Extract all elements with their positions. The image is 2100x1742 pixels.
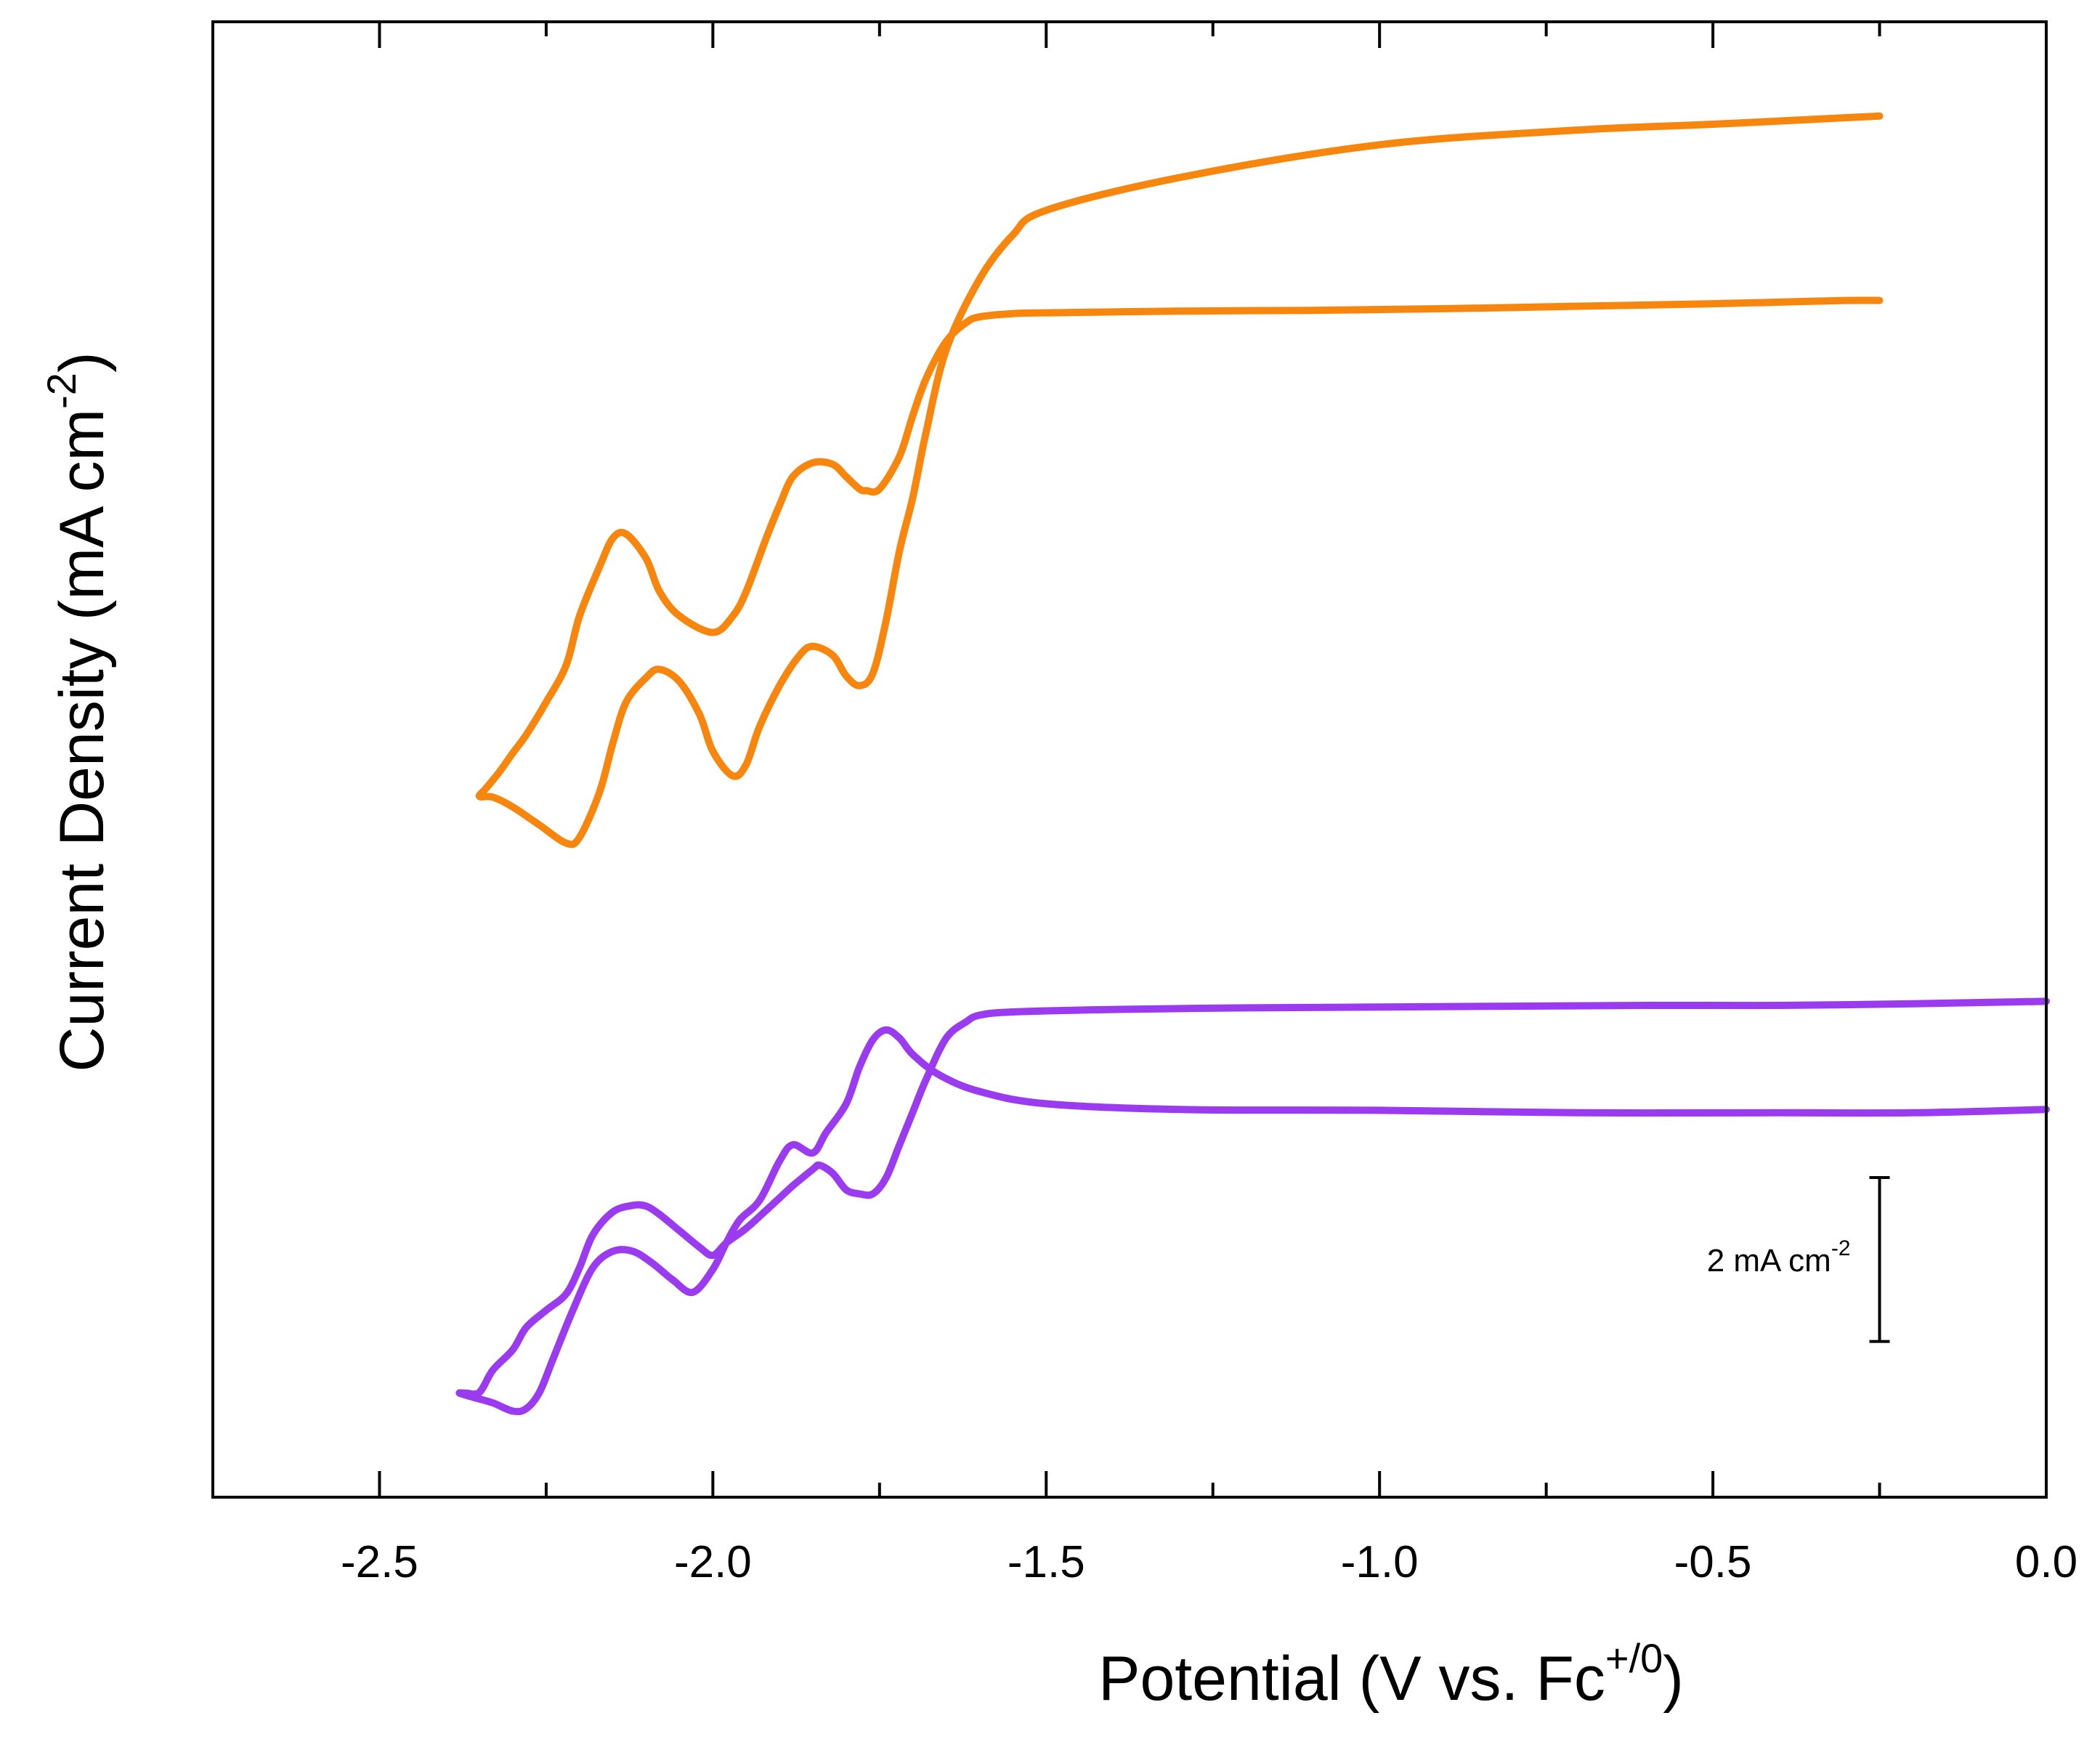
scale-bar-label-superscript: -2	[1831, 1236, 1851, 1260]
x-tick-label: -1.5	[1008, 1537, 1085, 1587]
x-axis-label-text: Potential (V vs. Fc	[1098, 1644, 1605, 1714]
scale-bar-label-text: 2 mA cm	[1707, 1243, 1831, 1279]
series-layer	[455, 112, 2050, 1416]
series-line-lower	[455, 997, 2050, 1416]
y-axis-label-suffix: )	[47, 352, 117, 373]
x-tick-label: -2.5	[341, 1537, 418, 1587]
y-axis-label-text: Current Density (mA cm	[47, 409, 117, 1072]
scale-bar: 2 mA cm-2	[1707, 1175, 1890, 1343]
scale-bar-label: 2 mA cm-2	[1707, 1236, 1851, 1279]
plot-frame	[211, 20, 2048, 1499]
x-axis-label-superscript: +/0	[1605, 1635, 1663, 1681]
y-axis-label: Current Density (mA cm-2)	[38, 352, 117, 1071]
series-line-upper	[476, 112, 1884, 848]
x-tick-label: -2.0	[674, 1537, 752, 1587]
x-axis-label: Potential (V vs. Fc+/0)	[1098, 1635, 1684, 1714]
y-axis-label-superscript: -2	[38, 373, 84, 409]
x-tick-label: -1.0	[1341, 1537, 1419, 1587]
x-axis-label-suffix: )	[1663, 1644, 1684, 1714]
x-axis-ticks: -2.5 -2.0 -1.5 -1.0 -0.5 0.0	[341, 22, 2077, 1587]
x-tick-label: 0.0	[2015, 1537, 2077, 1587]
x-tick-label: -0.5	[1674, 1537, 1752, 1587]
